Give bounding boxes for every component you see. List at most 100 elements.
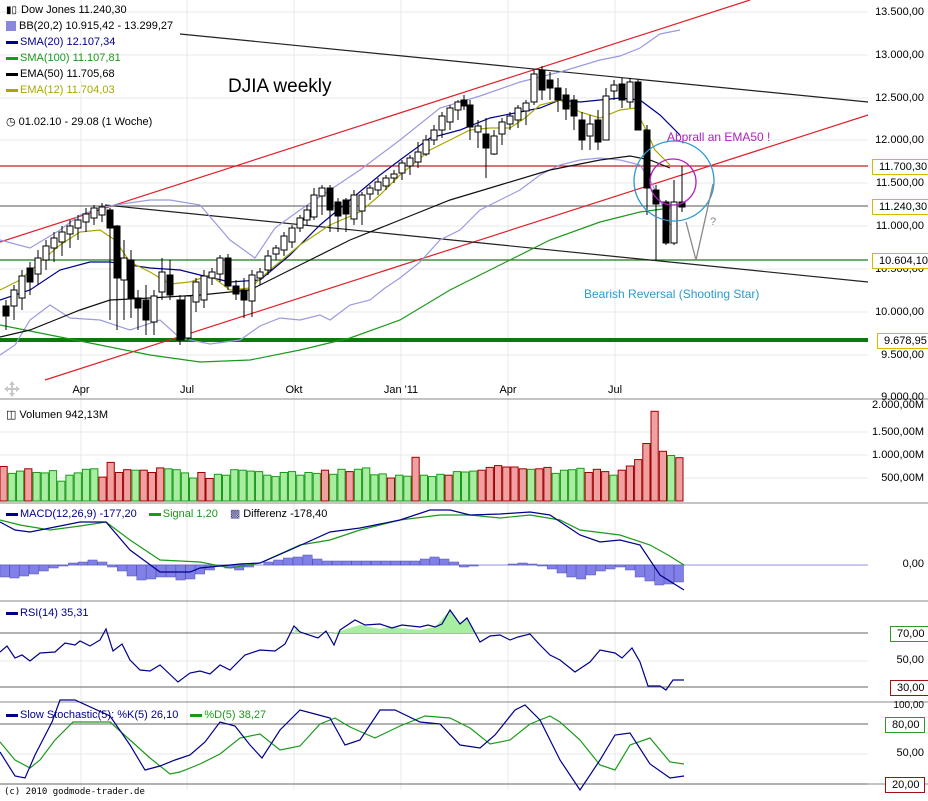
volume-bar <box>535 468 544 502</box>
macd-label[interactable]: MACD(12,26,9) -177,20 <box>20 507 137 520</box>
histogram-bar <box>400 560 411 566</box>
volume-bar <box>296 474 305 502</box>
volume-bar <box>477 469 486 502</box>
annotation-question: ? <box>710 216 717 228</box>
sma20-swatch-icon <box>6 40 18 44</box>
volume-bar <box>189 477 198 502</box>
histogram-bar <box>107 564 118 568</box>
volume-bar <box>57 480 66 502</box>
move-handle-icon <box>4 381 20 397</box>
rsi-tag-70: 70,00 <box>890 626 928 642</box>
volume-bar <box>222 474 231 502</box>
histogram-bar <box>371 560 381 566</box>
volume-bar <box>362 467 371 502</box>
stoch-d-label[interactable]: %D(5) 38,27 <box>204 708 267 721</box>
x-label: Jul <box>179 384 195 396</box>
legend-price[interactable]: ▮▯ Dow Jones 11.240,30 <box>6 3 127 16</box>
volume-bar <box>601 471 610 502</box>
candlestick-icon: ▮▯ <box>6 4 18 16</box>
volume-bar <box>7 472 16 502</box>
volume-bar <box>494 465 503 502</box>
volume-bar <box>73 472 82 502</box>
volume-bar <box>510 466 519 502</box>
volume-bar <box>263 474 272 502</box>
volume-bar <box>584 472 593 502</box>
price-tag-low: 9.678,95 <box>877 333 928 349</box>
volume-bar <box>16 470 25 502</box>
volume-bar <box>114 472 124 502</box>
volume-bar <box>485 466 494 502</box>
volume-bar <box>395 474 404 502</box>
y-tick: 13.000,00 <box>875 49 924 61</box>
volume-bar <box>255 471 264 502</box>
volume-bar <box>634 459 643 502</box>
legend-ema12[interactable]: EMA(12) 11.704,03 <box>6 82 173 98</box>
bb-swatch-icon <box>6 21 16 31</box>
histogram-bar <box>87 559 98 566</box>
stoch-tick: 100,00 <box>893 700 924 711</box>
histogram-bar <box>361 560 372 566</box>
volume-bar <box>592 468 601 502</box>
volume-bar <box>526 468 536 502</box>
price-tag-support: 10.604,10 <box>872 253 928 269</box>
volume-bar <box>337 468 346 502</box>
volume-bar <box>230 469 239 502</box>
volume-tick: 2.000,00M <box>872 399 924 411</box>
histogram-bar <box>9 564 20 579</box>
volume-bar <box>518 468 527 502</box>
histogram-bar <box>273 559 284 566</box>
legend-sma20[interactable]: SMA(20) 12.107,34 <box>6 34 173 50</box>
histogram-bar <box>429 556 440 566</box>
volume-bar <box>403 475 412 502</box>
macd-histogram <box>0 554 684 586</box>
volume-tick: 1.000,00M <box>872 449 924 461</box>
volume-bar <box>312 472 321 502</box>
signal-label[interactable]: Signal 1,20 <box>162 507 218 520</box>
legend-bb[interactable]: BB(20,2) 10.915,42 - 13.299,27 <box>6 18 173 34</box>
legend-ema50[interactable]: EMA(50) 11.705,68 <box>6 66 173 82</box>
histogram-bar <box>673 564 684 583</box>
differenz-label[interactable]: Differenz -178,40 <box>243 507 328 520</box>
d-swatch-icon <box>190 713 203 717</box>
histogram-bar <box>156 564 166 578</box>
x-label: Okt <box>285 384 303 396</box>
signal-swatch-icon <box>148 512 161 516</box>
price-tag-resistance: 11.700,30 <box>872 159 928 175</box>
histogram-bar <box>556 564 567 574</box>
volume-bar <box>40 472 49 502</box>
copyright: (c) 2010 godmode-trader.de <box>4 787 145 797</box>
volume-bar <box>625 465 634 502</box>
histogram-bar <box>283 557 293 566</box>
histogram-bar <box>419 558 430 566</box>
rsi-tag-30: 30,00 <box>890 680 928 696</box>
volume-bar <box>197 472 206 502</box>
volume-bar <box>419 474 428 502</box>
volume-bar <box>658 450 667 502</box>
volume-bar <box>0 466 8 502</box>
legend-sma100[interactable]: SMA(100) 11.107,81 <box>6 50 173 66</box>
histogram-bar <box>117 564 127 572</box>
volume-bar <box>98 476 107 502</box>
volume-bar <box>444 474 453 502</box>
stoch-tag-80: 80,00 <box>885 717 925 733</box>
histogram-bar <box>605 564 616 570</box>
histogram-bar <box>48 564 59 569</box>
volume-legend[interactable]: ◫ Volumen 942,13M <box>6 408 109 421</box>
x-label: Apr <box>72 384 90 396</box>
rsi-legend[interactable]: RSI(14) 35,31 <box>6 605 88 621</box>
volume-bar <box>576 467 585 502</box>
volume-bar <box>559 469 569 502</box>
y-tick: 11.500,00 <box>875 177 924 189</box>
volume-bar <box>642 443 651 502</box>
histogram-bar <box>517 562 528 566</box>
stoch-k-label[interactable]: Slow Stochastic(5): %K(5) 26,10 <box>20 708 179 721</box>
histogram-bar <box>390 560 401 566</box>
volume-bar <box>32 472 41 502</box>
histogram-bar <box>507 563 518 566</box>
histogram-bar <box>29 564 39 575</box>
clock-icon: ◷ <box>6 115 16 128</box>
y-tick: 10.000,00 <box>875 306 924 318</box>
histogram-bar <box>566 564 577 578</box>
volume-bar <box>180 472 190 502</box>
histogram-bar <box>537 564 547 567</box>
